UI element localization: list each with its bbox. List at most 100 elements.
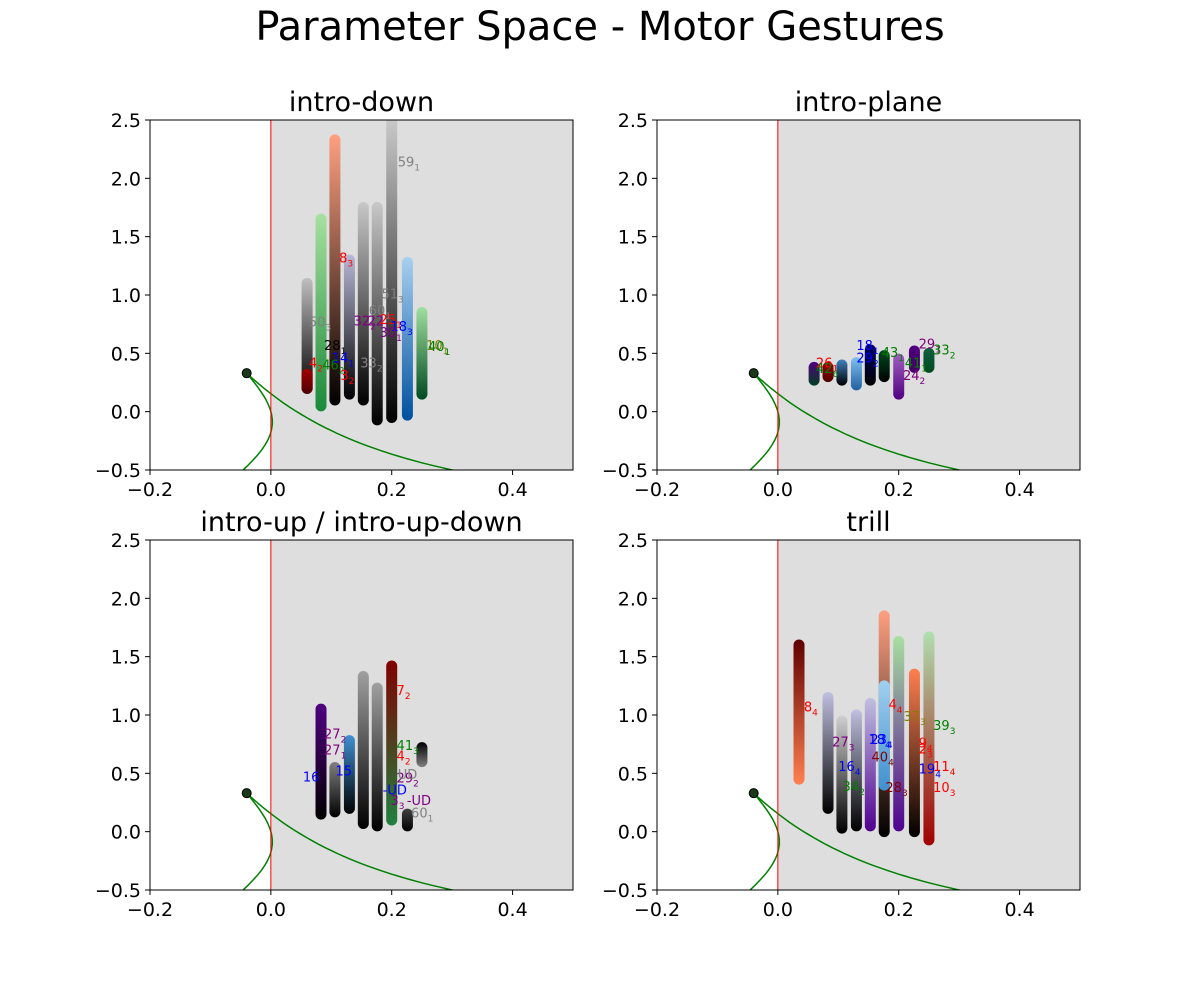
point-label: 292: [397, 772, 419, 790]
point-label: 431: [882, 346, 904, 364]
point-label: 503: [309, 316, 331, 334]
figure-title: Parameter Space - Motor Gestures: [255, 4, 945, 50]
y-tick-label: 1.0: [111, 285, 141, 307]
y-tick-label: −0.5: [95, 460, 141, 482]
point-label: 411: [905, 356, 927, 374]
scatter-column-10: [923, 631, 935, 846]
point-label: 94: [919, 737, 933, 755]
subplot-title: intro-plane: [795, 87, 942, 118]
point-label: 261: [816, 356, 838, 374]
point-label: 114: [933, 760, 956, 778]
y-tick-label: 1.0: [618, 285, 648, 307]
subplot-title: intro-up / intro-up-down: [200, 507, 522, 538]
scatter-column-3: [343, 735, 355, 814]
scatter-column-5: [864, 697, 876, 832]
boundary-curve-lower: [749, 372, 781, 470]
point-label: 272: [324, 727, 346, 745]
point-label: 15: [336, 765, 353, 780]
point-label: 601: [369, 304, 391, 322]
point-label: 23: [919, 743, 933, 761]
x-tick-label: 0.4: [497, 899, 527, 921]
point-label: 44: [888, 698, 902, 716]
point-label: 281: [324, 339, 346, 357]
x-tick-label: 0.0: [256, 479, 286, 501]
scatter-column-5: [864, 344, 876, 386]
scatter-column-1: [301, 277, 313, 394]
x-tick-label: −0.2: [127, 479, 173, 501]
marker-point: [241, 788, 252, 799]
point-label: 101: [426, 339, 448, 357]
y-tick-label: 2.5: [618, 530, 648, 552]
point-label: 194: [919, 762, 942, 780]
point-label: UD: [398, 768, 418, 783]
point-label: 181: [856, 339, 878, 357]
scatter-column-2: [822, 692, 834, 814]
boundary-curve-upper: [753, 372, 963, 470]
y-tick-label: 0.0: [111, 402, 141, 424]
y-tick-label: 2.0: [111, 588, 141, 610]
x-tick-label: −0.2: [634, 479, 680, 501]
scatter-column-6: [878, 350, 890, 383]
shaded-region: [777, 120, 1080, 470]
scatter-column-8: [416, 742, 428, 768]
marker-point: [748, 368, 759, 379]
x-tick-label: 0.2: [884, 899, 914, 921]
x-tick-label: −0.2: [634, 899, 680, 921]
point-label: 601: [411, 807, 433, 825]
point-label: 72: [397, 684, 411, 702]
subplot-title: intro-down: [289, 87, 434, 118]
y-tick-label: 2.0: [111, 168, 141, 190]
point-label: 322: [354, 314, 376, 332]
x-tick-label: 0.4: [1004, 479, 1034, 501]
point-label: 221: [368, 314, 390, 332]
point-label: 591: [398, 156, 420, 174]
y-tick-label: 0.5: [111, 343, 141, 365]
y-tick-label: 0.0: [618, 822, 648, 844]
scatter-column-7: [401, 808, 413, 832]
scatter-column-2: [329, 762, 341, 818]
point-label: 32: [340, 369, 354, 387]
y-tick-label: 1.5: [618, 647, 648, 669]
y-tick-label: 0.5: [618, 763, 648, 785]
scatter-column-6: [357, 202, 369, 406]
scatter-column-1: [793, 639, 805, 785]
scatter-column-4: [850, 357, 862, 391]
point-label: 413: [397, 739, 419, 757]
point-label: 426: [816, 362, 839, 380]
subplot-title: trill: [846, 507, 890, 538]
scatter-column-7: [878, 680, 890, 791]
scatter-column-3: [836, 359, 848, 386]
y-tick-label: 1.5: [111, 227, 141, 249]
point-label: 301: [380, 326, 402, 344]
marker-point: [748, 788, 759, 799]
x-tick-label: 0.2: [377, 479, 407, 501]
point-label: 462: [322, 359, 344, 377]
point-label: 271: [324, 744, 346, 762]
point-label: 42: [397, 750, 411, 768]
x-tick-label: 0.4: [1004, 899, 1034, 921]
point-label: 234: [870, 733, 893, 751]
x-tick-label: 0.0: [763, 479, 793, 501]
x-tick-label: 0.0: [256, 899, 286, 921]
point-label: 332: [360, 356, 382, 374]
point-label: 292: [856, 352, 878, 370]
x-tick-label: 0.2: [377, 899, 407, 921]
boundary-curve-lower: [242, 792, 274, 890]
scatter-column-6: [386, 660, 398, 826]
scatter-column-9: [923, 347, 935, 373]
y-tick-label: 1.5: [618, 227, 648, 249]
point-label: 242: [903, 369, 925, 387]
point-label: 393: [933, 719, 955, 737]
scatter-column-7: [371, 202, 383, 426]
point-label: 33: [391, 794, 405, 812]
scatter-column-8: [386, 120, 398, 423]
y-tick-label: 0.0: [618, 402, 648, 424]
y-tick-label: 2.5: [111, 110, 141, 132]
y-tick-label: 2.5: [111, 530, 141, 552]
point-label: 283: [885, 781, 907, 799]
point-label: 184: [869, 733, 892, 751]
